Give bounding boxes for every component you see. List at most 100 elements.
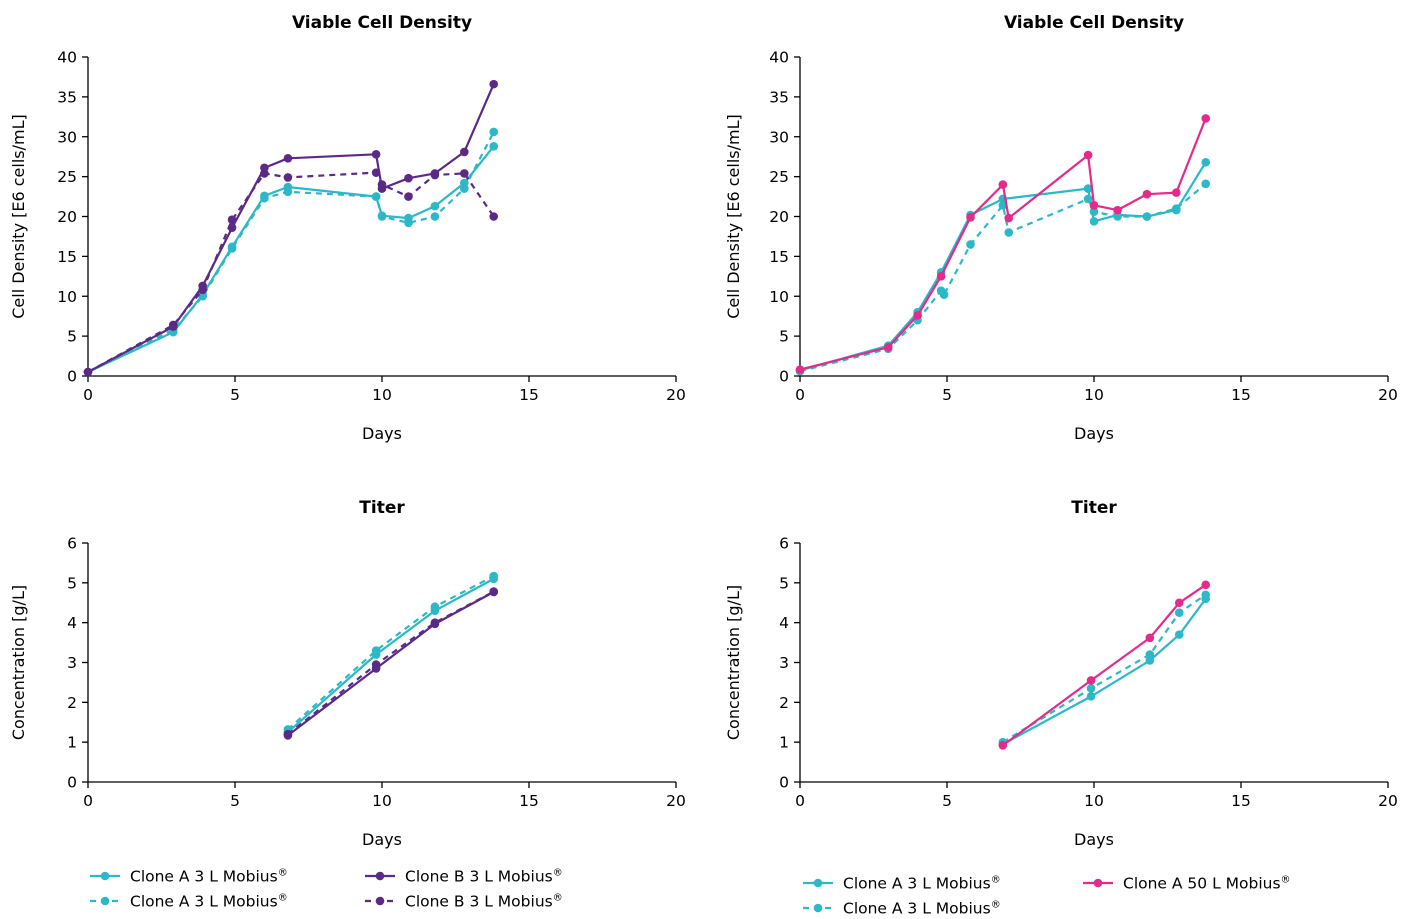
x-tick-label: 5 xyxy=(230,386,240,404)
legend-label-sup: ® xyxy=(553,893,563,904)
data-point xyxy=(168,320,178,330)
y-tick-label: 30 xyxy=(769,128,789,146)
chart-bl: Titer 0 5 10 15 20 0 1 2 3 4 5 6 Days Concentration [g… xyxy=(9,498,686,849)
y-axis-label: Cell Density [E6 cells/mL] xyxy=(9,114,28,319)
y-tick-label: 10 xyxy=(769,288,789,306)
x-tick-label: 20 xyxy=(666,386,686,404)
data-point xyxy=(1142,212,1152,221)
legend-item: Clone A 50 L Mobius® xyxy=(1083,875,1291,893)
legend-label: Clone A 3 L Mobius® xyxy=(130,868,288,886)
x-axis-label: Days xyxy=(1074,830,1114,849)
data-point xyxy=(1004,228,1014,237)
y-tick-label: 40 xyxy=(57,49,77,67)
y-tick-label: 6 xyxy=(779,535,789,553)
data-point xyxy=(1174,630,1184,639)
series-line xyxy=(1002,593,1207,744)
data-point xyxy=(1083,194,1093,204)
series-line xyxy=(87,131,495,373)
x-tick-label: 5 xyxy=(942,792,952,810)
series-dashed xyxy=(795,179,1211,376)
data-point xyxy=(460,147,469,157)
legend-label-sup: ® xyxy=(553,868,563,879)
series-solid xyxy=(795,114,1211,374)
chart-title: Titer xyxy=(1071,498,1117,518)
y-tick-label: 5 xyxy=(67,328,77,346)
data-point xyxy=(283,173,293,182)
series-dashed xyxy=(283,587,499,739)
data-point xyxy=(1201,157,1211,167)
data-point xyxy=(795,365,805,374)
y-tick-label: 2 xyxy=(779,694,789,712)
data-point xyxy=(966,212,975,222)
y-tick-label: 4 xyxy=(779,614,789,632)
legend-label-sup: ® xyxy=(991,900,1001,911)
legend-label-text: Clone A 3 L Mobius xyxy=(843,900,991,916)
data-point xyxy=(283,153,293,163)
y-tick-label: 20 xyxy=(769,208,789,226)
data-point xyxy=(404,218,413,228)
legend-label-text: Clone A 3 L Mobius xyxy=(130,893,278,911)
y-axis-label: Cell Density [E6 cells/mL] xyxy=(724,114,743,319)
legend-item: Clone A 3 L Mobius® xyxy=(803,900,1001,918)
y-tick-label: 0 xyxy=(67,368,77,386)
legend-swatch-marker xyxy=(375,896,385,906)
legend-label-text: Clone A 50 L Mobius xyxy=(1123,875,1281,893)
x-axis-label: Days xyxy=(362,830,402,849)
data-point xyxy=(998,180,1008,189)
x-tick-label: 5 xyxy=(230,792,240,810)
data-point xyxy=(1145,633,1155,643)
data-point xyxy=(1113,205,1122,215)
chart-tr: Viable Cell Density 0 5 10 15 20 0 5 10 15 20 25 30 3… xyxy=(724,13,1398,443)
series-line xyxy=(799,161,1207,372)
x-tick-label: 5 xyxy=(942,386,952,404)
legend-swatch-marker xyxy=(375,871,385,881)
legend-label-sup: ® xyxy=(278,893,288,904)
legend-label-text: Clone B 3 L Mobius xyxy=(405,893,553,911)
data-point xyxy=(198,291,207,301)
x-tick-label: 10 xyxy=(372,386,392,404)
data-point xyxy=(460,184,469,193)
legend-item: Clone B 3 L Mobius® xyxy=(365,868,563,886)
data-point xyxy=(83,367,93,377)
legend-label: Clone B 3 L Mobius® xyxy=(405,868,563,886)
data-point xyxy=(489,212,499,221)
data-point xyxy=(998,741,1008,750)
series-line xyxy=(287,591,495,737)
legend-item: Clone A 3 L Mobius® xyxy=(90,868,288,886)
series-dashed xyxy=(283,571,499,734)
x-tick-label: 0 xyxy=(83,792,93,810)
y-axis-label: Concentration [g/L] xyxy=(724,585,743,740)
y-axis-label: Concentration [g/L] xyxy=(9,585,28,740)
data-point xyxy=(1172,188,1181,197)
data-point xyxy=(1201,580,1211,590)
y-tick-label: 3 xyxy=(779,654,789,672)
y-tick-label: 0 xyxy=(779,774,789,792)
legend-label: Clone A 3 L Mobius® xyxy=(843,900,1001,916)
y-tick-label: 25 xyxy=(769,168,789,186)
data-point xyxy=(1201,114,1211,123)
legend-item: Clone A 3 L Mobius® xyxy=(803,875,1001,893)
data-point xyxy=(913,311,922,320)
y-tick-label: 15 xyxy=(769,248,789,266)
data-point xyxy=(1083,150,1093,160)
y-tick-label: 6 xyxy=(67,535,77,553)
y-tick-label: 1 xyxy=(67,734,77,752)
data-point xyxy=(430,201,440,211)
legend-swatch-marker xyxy=(100,871,110,881)
chart-title: Viable Cell Density xyxy=(1004,13,1184,33)
data-point xyxy=(1201,590,1211,600)
y-tick-label: 0 xyxy=(779,368,789,386)
chart-tl: Viable Cell Density 0 5 10 15 20 0 5 10 15 20 25 30 3… xyxy=(9,13,686,443)
data-point xyxy=(371,660,381,669)
data-point xyxy=(371,646,381,655)
series-line xyxy=(287,575,495,731)
legend-label-text: Clone B 3 L Mobius xyxy=(405,868,553,886)
x-tick-label: 10 xyxy=(372,792,392,810)
data-point xyxy=(1172,204,1181,213)
y-tick-label: 20 xyxy=(57,208,77,226)
legend-swatch-marker xyxy=(100,896,110,906)
y-tick-label: 2 xyxy=(67,694,77,712)
data-point xyxy=(1201,179,1211,189)
legend-item: Clone A 3 L Mobius® xyxy=(90,893,288,911)
